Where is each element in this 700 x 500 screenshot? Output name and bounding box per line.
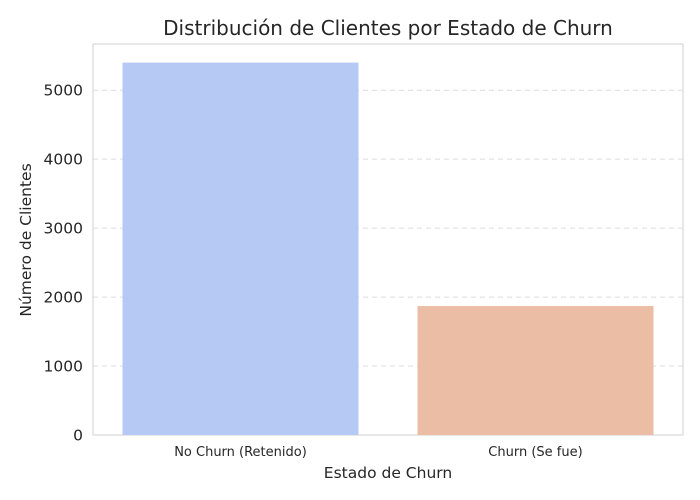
bar xyxy=(417,306,654,435)
x-axis-ticks: No Churn (Retenido) Churn (Se fue) xyxy=(174,445,583,460)
chart-title: Distribución de Clientes por Estado de C… xyxy=(163,16,613,40)
y-tick-label: 2000 xyxy=(44,289,83,307)
x-tick-label: Churn (Se fue) xyxy=(488,445,582,460)
y-axis-label: Número de Clientes xyxy=(17,163,35,316)
x-axis-label: Estado de Churn xyxy=(324,464,452,482)
y-tick-label: 5000 xyxy=(44,82,83,100)
y-tick-label: 1000 xyxy=(44,358,83,376)
bars xyxy=(122,62,654,435)
y-tick-label: 4000 xyxy=(44,151,83,169)
y-axis-ticks: 0 1000 2000 3000 4000 5000 xyxy=(44,82,83,445)
x-tick-label: No Churn (Retenido) xyxy=(174,445,307,460)
bar xyxy=(122,62,359,435)
y-tick-label: 0 xyxy=(73,427,83,445)
y-tick-label: 3000 xyxy=(44,220,83,238)
